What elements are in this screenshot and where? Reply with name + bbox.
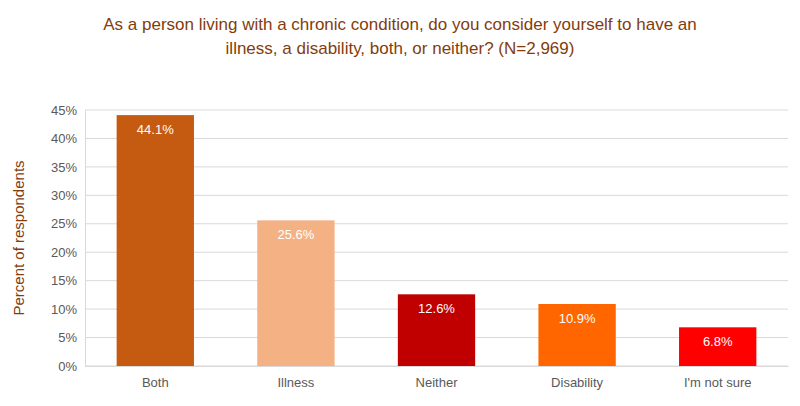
y-tick: 40% [51, 131, 85, 146]
bar [679, 327, 756, 366]
data-label: 6.8% [703, 334, 733, 349]
y-tick: 20% [51, 245, 85, 260]
y-tick-label: 0% [58, 359, 77, 374]
y-tick-label: 10% [51, 302, 77, 317]
grid [85, 110, 788, 366]
x-axis-line [86, 366, 789, 367]
bar [117, 115, 194, 366]
y-tick: 10% [51, 302, 85, 317]
data-label: 12.6% [418, 301, 455, 316]
grid-line [85, 110, 788, 111]
y-axis-line [85, 111, 86, 367]
y-axis-title: Percent of respondents [10, 160, 27, 315]
plot: 0% 5% 10% 15% 20% 25% 30% 35% 40% 45% Both Illness N… [51, 103, 789, 391]
y-tick: 5% [58, 330, 85, 345]
x-tick-label: I'm not sure [684, 375, 752, 390]
bars [117, 115, 757, 366]
y-tick: 45% [51, 103, 85, 118]
x-tick: Neither [416, 366, 459, 390]
x-tick-label: Neither [416, 375, 459, 390]
data-label: 25.6% [277, 227, 314, 242]
chart: As a person living with a chronic condit… [0, 0, 800, 406]
data-labels: 44.1% 25.6% 12.6% 10.9% 6.8% [137, 122, 733, 349]
y-tick-label: 25% [51, 216, 77, 231]
bar [538, 304, 615, 366]
bar [398, 294, 475, 366]
y-tick: 25% [51, 216, 85, 231]
y-tick-label: 20% [51, 245, 77, 260]
x-tick: Both [142, 366, 169, 390]
y-tick-label: 5% [58, 330, 77, 345]
x-tick: Illness [277, 366, 314, 390]
y-tick: 15% [51, 273, 85, 288]
x-tick: I'm not sure [684, 366, 752, 390]
y-tick-label: 35% [51, 160, 77, 175]
x-tick-label: Disability [551, 375, 604, 390]
data-label: 10.9% [559, 311, 596, 326]
x-tick-label: Both [142, 375, 169, 390]
x-tick: Disability [551, 366, 604, 390]
x-axis: Both Illness Neither Disability I'm not sure [86, 366, 789, 390]
y-tick: 0% [58, 359, 85, 374]
title: As a person living with a chronic condit… [103, 15, 696, 58]
x-tick-label: Illness [277, 375, 314, 390]
y-tick-label: 45% [51, 103, 77, 118]
y-tick-label: 15% [51, 273, 77, 288]
y-tick: 30% [51, 188, 85, 203]
data-label: 44.1% [137, 122, 174, 137]
bar [257, 220, 334, 366]
y-tick: 35% [51, 160, 85, 175]
y-axis: 0% 5% 10% 15% 20% 25% 30% 35% 40% 45% [51, 103, 86, 374]
y-tick-label: 30% [51, 188, 77, 203]
y-tick-label: 40% [51, 131, 77, 146]
